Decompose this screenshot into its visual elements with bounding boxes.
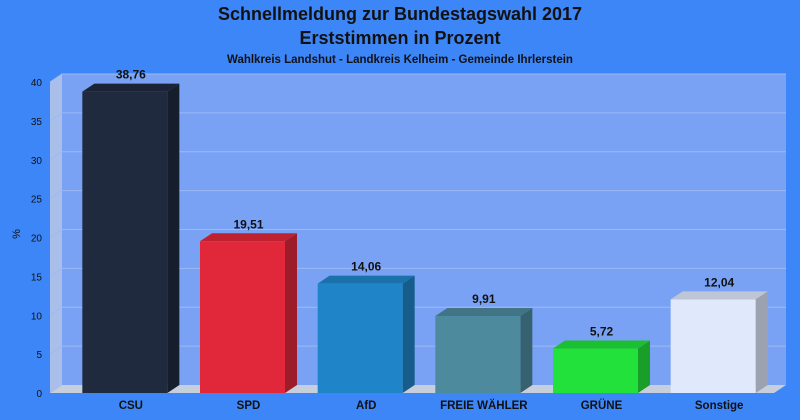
- bar-side: [285, 233, 297, 393]
- y-axis-label: %: [11, 229, 23, 239]
- y-tick-label: 30: [31, 156, 43, 167]
- gridline: [49, 151, 786, 161]
- bar-top: [435, 307, 533, 316]
- bar-afd: [317, 275, 415, 393]
- gridline: [49, 112, 786, 122]
- gridline: [49, 306, 786, 316]
- bar-front: [82, 91, 168, 394]
- gridline: [49, 345, 786, 355]
- x-tick-label: SPD: [237, 400, 261, 412]
- y-tick-label: 10: [31, 311, 43, 322]
- chart-title: Schnellmeldung zur Bundestagswahl 2017: [217, 4, 583, 24]
- bar-top: [200, 233, 297, 242]
- y-tick-label: 40: [31, 78, 43, 89]
- bar-front: [553, 348, 638, 393]
- bar-csu: [82, 83, 180, 394]
- bar-top: [82, 83, 180, 92]
- y-tick-label: 5: [36, 350, 42, 361]
- bar-value-label: 5,72: [590, 325, 614, 339]
- bar-front: [435, 315, 521, 393]
- bar-sonstige: [670, 291, 768, 393]
- bar-top: [670, 291, 768, 300]
- gridline: [49, 73, 786, 83]
- bar-spd: [200, 233, 297, 393]
- x-tick-label: GRÜNE: [581, 399, 623, 412]
- bar-side: [402, 275, 415, 393]
- y-tick-label: 20: [31, 234, 43, 245]
- chart-subtitle: Erststimmen in Prozent: [299, 28, 501, 48]
- bar-value-label: 12,04: [704, 275, 734, 289]
- x-tick-label: CSU: [119, 400, 143, 412]
- y-tick-label: 25: [31, 195, 43, 206]
- bar-side: [755, 291, 768, 393]
- bar-value-label: 38,76: [116, 68, 146, 82]
- x-tick-label: FREIE WÄHLER: [440, 399, 528, 412]
- bar-side: [638, 340, 650, 393]
- bar-freie-wähler: [435, 307, 533, 393]
- bar-value-label: 9,91: [472, 292, 496, 306]
- bar-top: [553, 340, 650, 349]
- y-tick-label: 0: [36, 389, 42, 400]
- bar-front: [670, 299, 756, 393]
- bar-value-label: 14,06: [351, 260, 381, 274]
- bar-top: [317, 275, 415, 284]
- gridline: [49, 229, 786, 238]
- bar-side: [520, 307, 533, 393]
- y-tick-label: 35: [31, 117, 43, 128]
- x-tick-label: AfD: [356, 400, 376, 412]
- x-tick-label: Sonstige: [695, 400, 744, 412]
- chart-region-subtitle: Wahlkreis Landshut - Landkreis Kelheim -…: [227, 54, 573, 66]
- y-tick-label: 15: [31, 272, 43, 283]
- bar-grüne: [553, 340, 650, 393]
- gridline: [49, 267, 786, 277]
- bar-front: [200, 241, 285, 393]
- gridline: [49, 190, 786, 200]
- bar-side: [167, 83, 180, 394]
- bar-front: [317, 283, 403, 393]
- bar-value-label: 19,51: [233, 217, 263, 231]
